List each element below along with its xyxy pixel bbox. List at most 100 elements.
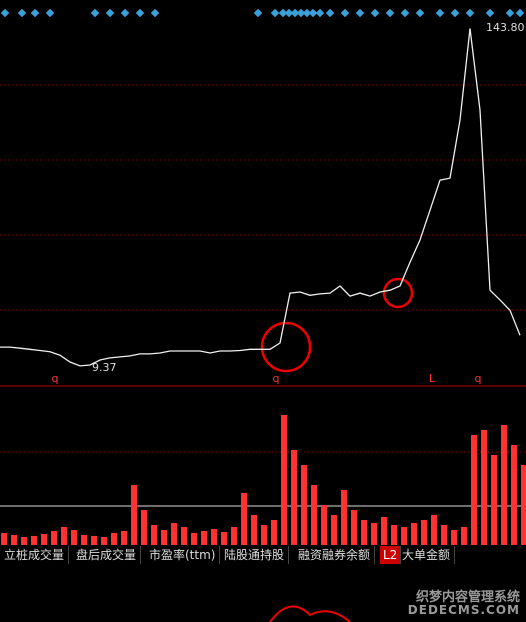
volume-bar xyxy=(441,525,447,545)
indicator-panel xyxy=(269,605,351,622)
volume-bar xyxy=(491,455,497,545)
volume-bar xyxy=(71,530,77,545)
highlight-circle xyxy=(260,321,312,373)
low-label: 9.37 xyxy=(92,361,117,374)
chart: 143.80 9.37 q q L q xyxy=(0,8,526,545)
volume-bar xyxy=(481,430,487,545)
volume-bar xyxy=(511,445,517,545)
volume-bar xyxy=(401,527,407,545)
watermark: DEDECMS.COM xyxy=(407,603,520,617)
event-diamond xyxy=(515,8,525,18)
volume-bar xyxy=(461,527,467,545)
tab[interactable]: 盘后成交量 xyxy=(72,546,142,564)
event-diamond xyxy=(278,8,288,18)
event-diamond xyxy=(284,8,294,18)
tab[interactable]: 陆股通持股 xyxy=(220,546,290,564)
volume-bar xyxy=(241,493,247,545)
volume-bar xyxy=(221,532,227,545)
event-diamond xyxy=(30,8,40,18)
event-diamond xyxy=(385,8,395,18)
volume-bar xyxy=(311,485,317,545)
volume-bar xyxy=(261,525,267,545)
event-diamond xyxy=(302,8,312,18)
volume-bar xyxy=(281,415,287,545)
marker: q xyxy=(52,372,59,385)
volume-bar xyxy=(321,505,327,545)
event-diamond xyxy=(45,8,55,18)
volume-bar xyxy=(331,515,337,545)
volume-bar xyxy=(301,465,307,545)
event-diamond xyxy=(415,8,425,18)
volume-bar xyxy=(471,435,477,545)
volume-bar xyxy=(101,537,107,545)
event-diamond xyxy=(370,8,380,18)
volume-bar xyxy=(501,425,507,545)
tab[interactable]: 大单金额 xyxy=(398,546,456,564)
event-diamond xyxy=(270,8,280,18)
volume-bar xyxy=(91,536,97,545)
volume-bar xyxy=(121,531,127,545)
volume-bar xyxy=(151,525,157,545)
event-diamond xyxy=(505,8,515,18)
volume-bar xyxy=(211,529,217,545)
volume-bar xyxy=(291,450,297,545)
event-diamond xyxy=(340,8,350,18)
volume-bar xyxy=(251,515,257,545)
volume-bar xyxy=(341,490,347,545)
volume-bar xyxy=(191,533,197,545)
volume-bar xyxy=(271,520,277,545)
volume-bar xyxy=(11,535,17,545)
price-line xyxy=(0,28,521,367)
event-diamond xyxy=(150,8,160,18)
volume-bar xyxy=(421,520,427,545)
event-diamond xyxy=(290,8,300,18)
highlight-circle xyxy=(382,277,414,309)
event-diamond xyxy=(450,8,460,18)
tab[interactable]: 融资融券余额 xyxy=(294,546,376,564)
watermark: 织梦内容管理系统 xyxy=(415,590,520,605)
event-diamond xyxy=(90,8,100,18)
volume-bar xyxy=(81,535,87,545)
event-diamond xyxy=(135,8,145,18)
volume-bar xyxy=(21,537,27,545)
peak-label: 143.80 xyxy=(486,21,525,34)
event-diamond xyxy=(435,8,445,18)
volume-bar xyxy=(1,533,7,545)
event-diamond xyxy=(0,8,10,18)
volume-bar xyxy=(411,523,417,545)
tab[interactable]: 立桩成交量 xyxy=(0,546,70,564)
event-diamond xyxy=(355,8,365,18)
indicator-curve xyxy=(269,605,351,622)
volume-bar xyxy=(431,515,437,545)
event-diamond xyxy=(308,8,318,18)
volume-bar xyxy=(111,533,117,545)
event-diamond xyxy=(465,8,475,18)
volume-bar xyxy=(371,523,377,545)
volume-bar xyxy=(521,465,526,545)
volume-bar xyxy=(41,534,47,545)
volume-bar xyxy=(451,530,457,545)
tab[interactable]: 市盈率(ttm) xyxy=(145,546,221,564)
volume-bar xyxy=(201,531,207,545)
volume-bar xyxy=(231,527,237,545)
volume-bar xyxy=(31,536,37,545)
event-diamond xyxy=(400,8,410,18)
volume-bar xyxy=(381,517,387,545)
volume-bar xyxy=(351,510,357,545)
volume-bar xyxy=(141,510,147,545)
marker: q xyxy=(475,372,482,385)
volume-bar xyxy=(361,520,367,545)
volume-bar xyxy=(51,531,57,545)
volume-bar xyxy=(391,525,397,545)
event-diamond xyxy=(105,8,115,18)
volume-bar xyxy=(171,523,177,545)
event-diamond xyxy=(325,8,335,18)
tab[interactable]: L2 xyxy=(380,546,402,564)
volume-bar xyxy=(181,527,187,545)
event-diamond xyxy=(315,8,325,18)
event-diamond xyxy=(17,8,27,18)
event-diamond xyxy=(485,8,495,18)
volume-bar xyxy=(131,485,137,545)
event-diamond xyxy=(253,8,263,18)
